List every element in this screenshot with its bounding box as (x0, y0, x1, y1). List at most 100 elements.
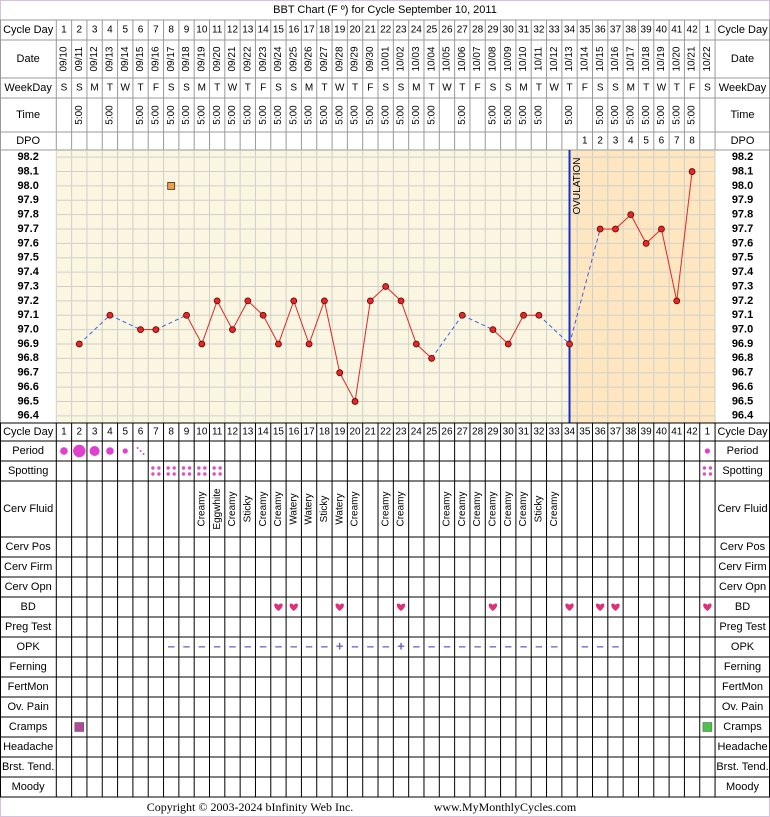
date: 09/29 (350, 46, 361, 71)
copyright: Copyright © 2003-2024 bInfinity Web Inc. (147, 800, 354, 814)
temp-line (676, 171, 693, 301)
cycle-day: 12 (227, 25, 239, 36)
row-label: Cerv Fluid (3, 503, 53, 515)
cycle-day: 24 (411, 25, 423, 36)
weekday: M (198, 83, 206, 94)
y-tick-label: 97.4 (732, 266, 754, 278)
cycle-day: 28 (472, 25, 484, 36)
temp-line (308, 300, 325, 345)
temp-line (216, 300, 233, 330)
dpo: 7 (674, 136, 680, 147)
cycle-day: 1 (61, 427, 67, 438)
cycle-day: 23 (395, 25, 407, 36)
cycle-day: 36 (595, 25, 607, 36)
date: 10/12 (549, 46, 560, 71)
dpo: 6 (659, 136, 665, 147)
cycle-day: 40 (656, 25, 668, 36)
bd-heart (611, 603, 620, 611)
dpo: 8 (689, 136, 695, 147)
y-tick-label: 96.5 (732, 395, 753, 407)
cycle-day: 31 (518, 427, 530, 438)
cerv-fluid: Creamy (350, 491, 361, 526)
date: 10/13 (564, 46, 575, 71)
period-mark (122, 448, 128, 454)
opk-result: – (612, 638, 619, 653)
temp-point (489, 326, 497, 334)
weekday: T (352, 83, 358, 94)
row-label: Preg Test (5, 621, 51, 633)
cycle-day: 18 (319, 427, 331, 438)
temp-point (642, 239, 650, 247)
row-label: WeekDay (719, 82, 767, 94)
y-tick-label: 97.6 (732, 237, 753, 249)
bd-heart (396, 603, 406, 611)
row-label: Moody (726, 781, 760, 793)
time: 5:00 (74, 105, 85, 125)
cycle-day: 13 (242, 25, 254, 36)
time: 5:00 (212, 105, 223, 125)
temp-point (412, 340, 420, 348)
spotting-dot (702, 472, 707, 476)
time: 5:00 (181, 105, 192, 125)
cycle-day: 19 (334, 427, 346, 438)
cycle-day: 8 (168, 427, 174, 438)
bd-heart (703, 603, 712, 611)
cerv-fluid: Creamy (488, 491, 499, 526)
date: 09/27 (319, 46, 330, 71)
y-tick-label: 97.2 (732, 295, 753, 307)
opk-result: – (198, 638, 205, 653)
cycle-day: 11 (212, 427, 223, 438)
opk-result: – (351, 638, 358, 653)
cycle-day: 20 (349, 427, 361, 438)
date: 09/17 (166, 46, 177, 71)
opk-result: – (413, 638, 420, 653)
cycle-day: 22 (380, 427, 392, 438)
temp-point (259, 311, 267, 319)
weekday: S (704, 83, 711, 94)
period-dot (142, 453, 145, 455)
y-tick-label: 98.1 (732, 165, 753, 177)
cycle-day: 39 (641, 25, 653, 36)
cycle-day: 30 (503, 427, 515, 438)
spotting-dot (187, 472, 192, 476)
opk-result: – (459, 638, 466, 653)
spotting-dot (218, 472, 222, 476)
weekday: T (566, 83, 572, 94)
row-label: Ferning (724, 661, 761, 673)
cycle-day: 22 (380, 25, 392, 36)
date: 10/18 (641, 46, 652, 71)
weekday: M (90, 83, 98, 94)
temp-point (183, 311, 190, 319)
cycle-day: 21 (365, 25, 377, 36)
temp-gap-line (538, 314, 570, 345)
y-tick-label: 96.9 (17, 338, 38, 350)
cycle-day: 11 (212, 25, 223, 36)
date: 10/09 (503, 46, 514, 71)
time: 5:00 (304, 105, 315, 125)
cycle-day: 16 (288, 25, 300, 36)
row-label: Cramps (9, 721, 48, 733)
row-label: Cerv Firm (4, 561, 52, 573)
weekday: T (536, 83, 542, 94)
row-label: Date (17, 53, 40, 65)
time: 5:00 (227, 105, 238, 125)
weekday: T (245, 83, 251, 94)
row-label: Cerv Opn (719, 581, 766, 593)
cycle-day: 2 (76, 25, 82, 36)
cycle-day: 26 (441, 25, 453, 36)
row-label: WeekDay (4, 82, 52, 94)
y-tick-label: 96.7 (732, 367, 753, 379)
dpo: 2 (597, 136, 603, 147)
weekday: S (597, 83, 604, 94)
cycle-day: 9 (184, 427, 190, 438)
time: 5:00 (380, 105, 391, 125)
date: 09/21 (227, 46, 238, 71)
date: 09/25 (288, 46, 299, 71)
row-label: Spotting (722, 465, 762, 477)
time: 5:00 (457, 105, 468, 125)
cycle-day: 25 (426, 427, 438, 438)
cycle-day: 36 (595, 427, 607, 438)
row-label: Brst. Tend. (2, 761, 54, 773)
dpo: 3 (613, 136, 619, 147)
